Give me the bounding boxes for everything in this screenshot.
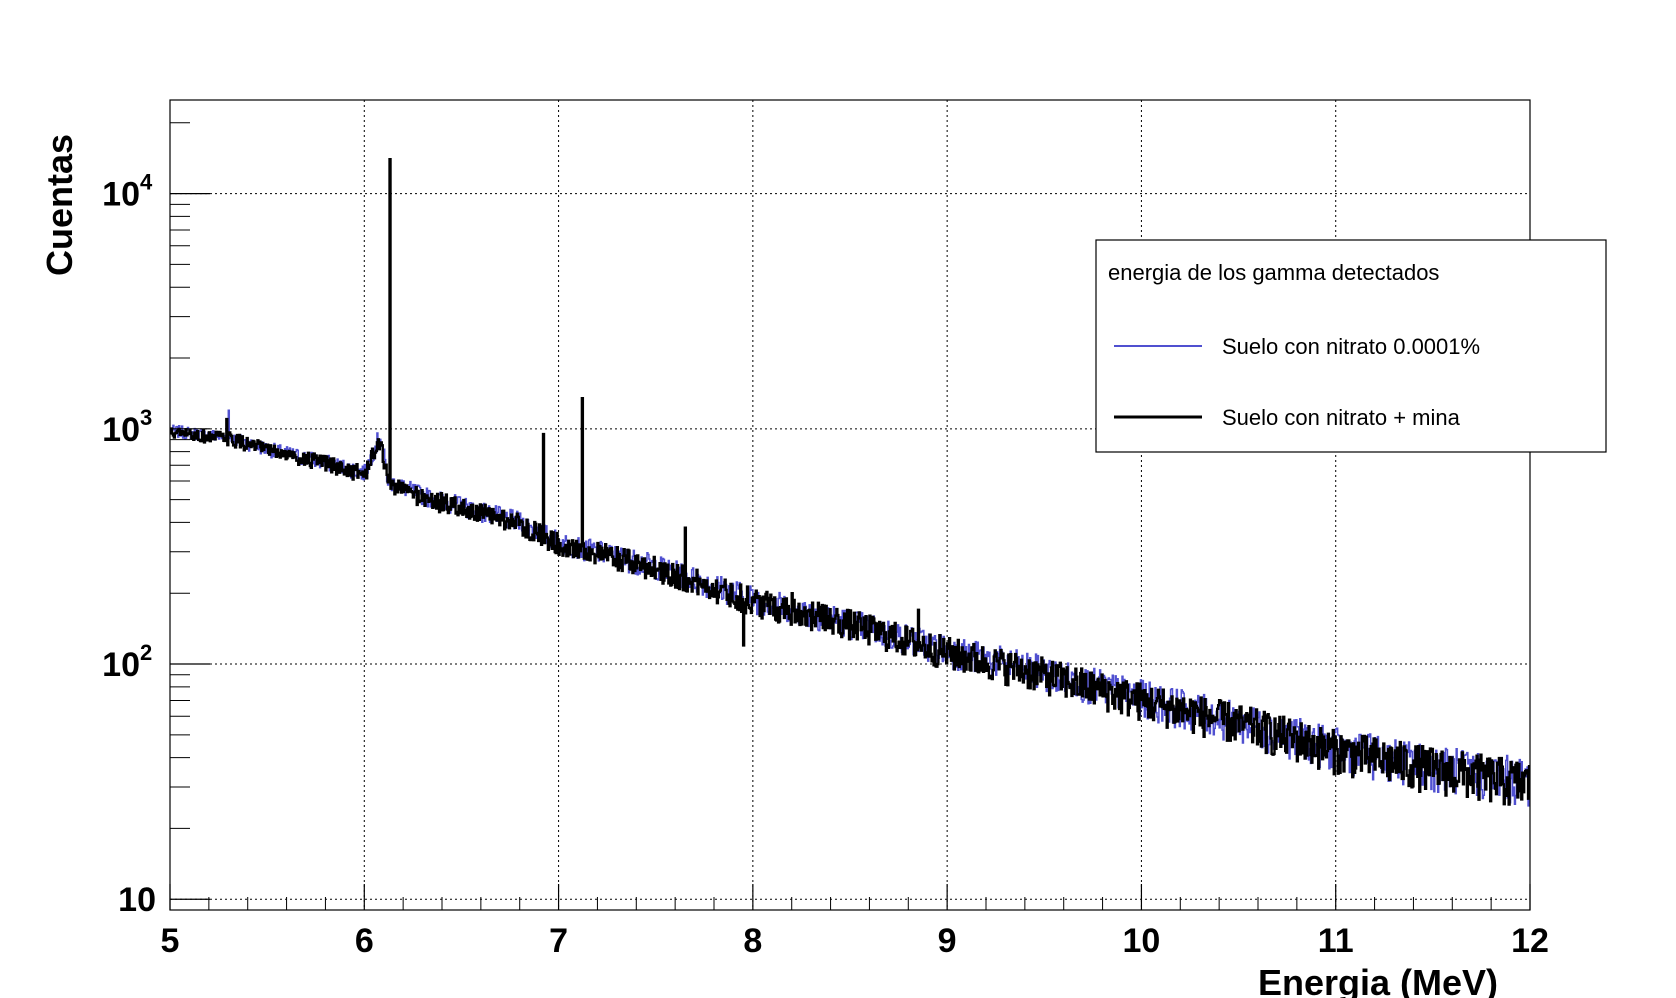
y-tick-exponent: 2 xyxy=(140,640,152,665)
x-tick-label: 8 xyxy=(743,922,762,960)
x-tick-label: 10 xyxy=(1123,922,1161,960)
plot-frame xyxy=(169,99,1531,911)
series-line-mina xyxy=(169,158,1531,806)
legend-label-nitrato: Suelo con nitrato 0.0001% xyxy=(1222,334,1480,359)
y-axis-title: Cuentas xyxy=(39,134,80,276)
y-tick-label: 10 xyxy=(102,411,140,449)
series-layer xyxy=(169,158,1531,807)
x-tick-label: 9 xyxy=(938,922,957,960)
x-tick-label: 7 xyxy=(549,922,568,960)
y-tick-label: 10 xyxy=(118,881,156,919)
x-tick-label: 12 xyxy=(1511,922,1549,960)
x-tick-label: 5 xyxy=(161,922,180,960)
x-tick-label: 6 xyxy=(355,922,374,960)
y-tick-exponent: 4 xyxy=(140,170,153,195)
y-tick-exponent: 3 xyxy=(140,405,152,430)
y-tick-label: 10 xyxy=(102,176,140,214)
grid xyxy=(170,100,1530,910)
x-tick-label: 11 xyxy=(1318,922,1354,960)
legend: energia de los gamma detectados Suelo co… xyxy=(1095,239,1607,453)
y-tick-label: 10 xyxy=(102,646,140,684)
legend-label-mina: Suelo con nitrato + mina xyxy=(1222,405,1461,430)
x-axis-title: Energia (MeV) xyxy=(1258,962,1498,998)
legend-title: energia de los gamma detectados xyxy=(1108,260,1439,285)
